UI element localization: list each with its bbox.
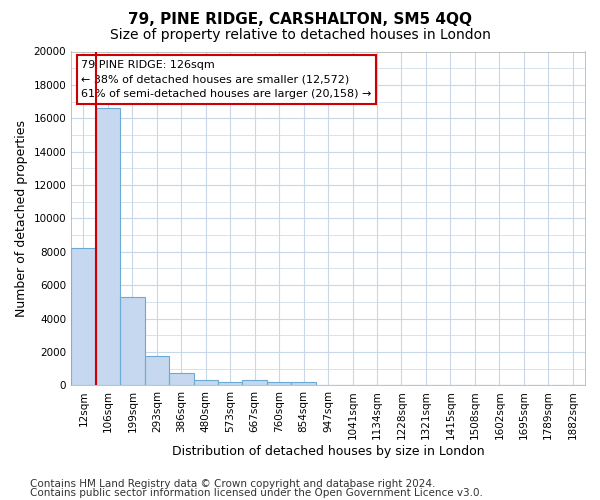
Text: Size of property relative to detached houses in London: Size of property relative to detached ho…: [110, 28, 490, 42]
Bar: [169, 373, 194, 386]
Text: 79, PINE RIDGE, CARSHALTON, SM5 4QQ: 79, PINE RIDGE, CARSHALTON, SM5 4QQ: [128, 12, 472, 28]
Bar: [194, 380, 218, 386]
Bar: [95, 108, 120, 386]
Bar: [145, 356, 169, 386]
Text: Contains public sector information licensed under the Open Government Licence v3: Contains public sector information licen…: [30, 488, 483, 498]
Bar: [292, 382, 316, 386]
Bar: [71, 248, 95, 386]
Text: 79 PINE RIDGE: 126sqm
← 38% of detached houses are smaller (12,572)
61% of semi-: 79 PINE RIDGE: 126sqm ← 38% of detached …: [82, 60, 372, 100]
Bar: [267, 382, 292, 386]
Bar: [218, 382, 242, 386]
X-axis label: Distribution of detached houses by size in London: Distribution of detached houses by size …: [172, 444, 484, 458]
Y-axis label: Number of detached properties: Number of detached properties: [15, 120, 28, 317]
Bar: [120, 297, 145, 386]
Text: Contains HM Land Registry data © Crown copyright and database right 2024.: Contains HM Land Registry data © Crown c…: [30, 479, 436, 489]
Bar: [242, 380, 267, 386]
